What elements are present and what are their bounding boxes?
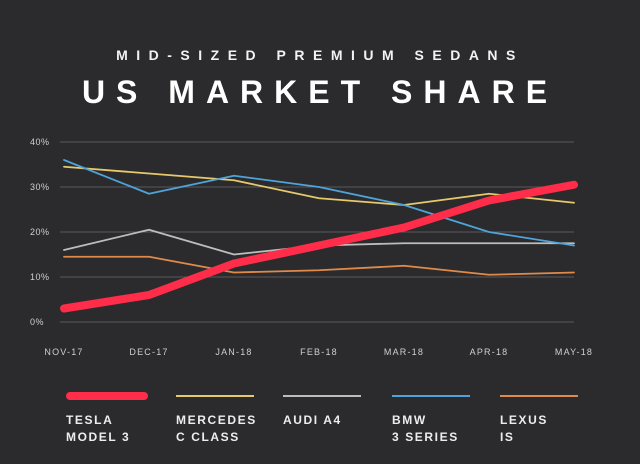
y-tick-label: 40% xyxy=(30,137,50,147)
legend-label-line: TESLA xyxy=(66,413,114,427)
y-tick-label: 30% xyxy=(30,182,50,192)
legend-label-line: MERCEDES xyxy=(176,413,257,427)
legend-label-line: AUDI A4 xyxy=(283,413,342,427)
legend-swatch-mercedes-c-class xyxy=(176,395,254,397)
y-axis: 0% 10% 20% 30% 40% xyxy=(30,137,50,327)
x-tick-label: DEC-17 xyxy=(129,347,168,357)
x-tick-label: MAY-18 xyxy=(555,347,593,357)
legend-label-audi-a4: AUDI A4 xyxy=(283,412,342,429)
legend-label-line: C CLASS xyxy=(176,430,240,444)
chart-title: US MARKET SHARE xyxy=(81,74,559,110)
gridlines xyxy=(60,141,574,323)
legend-label-line: BMW xyxy=(392,413,427,427)
legend-swatch-lexus-is xyxy=(500,395,578,397)
series-line-tesla-model-3 xyxy=(60,180,578,313)
y-tick-label: 10% xyxy=(30,272,50,282)
legend-label-lexus-is: LEXUS IS xyxy=(500,412,548,446)
legend-label-line: IS xyxy=(500,430,515,444)
legend-swatch-bmw-3-series xyxy=(392,395,470,397)
legend-swatch-tesla-model-3 xyxy=(66,392,148,400)
series-line-mercedes-c-class xyxy=(63,165,575,206)
x-tick-label: NOV-17 xyxy=(44,347,83,357)
x-tick-label: JAN-18 xyxy=(215,347,252,357)
y-tick-label: 20% xyxy=(30,227,50,237)
legend-label-line: MODEL 3 xyxy=(66,430,131,444)
x-tick-label: MAR-18 xyxy=(384,347,424,357)
legend-label-bmw-3-series: BMW 3 SERIES xyxy=(392,412,459,446)
legend-label-line: 3 SERIES xyxy=(392,430,459,444)
series-lines xyxy=(60,159,578,313)
series-line-bmw-3-series xyxy=(63,159,575,247)
legend-label-tesla-model-3: TESLA MODEL 3 xyxy=(66,412,130,446)
x-tick-label: FEB-18 xyxy=(300,347,338,357)
chart-subtitle: MID-SIZED PREMIUM SEDANS xyxy=(116,47,524,63)
legend-label-line: LEXUS xyxy=(500,413,549,427)
x-axis: NOV-17 DEC-17 JAN-18 FEB-18 MAR-18 APR-18 MAY-… xyxy=(44,347,593,357)
legend-swatch-audi-a4 xyxy=(283,395,361,397)
legend-label-mercedes-c-class: MERCEDES C CLASS xyxy=(176,412,257,446)
y-tick-label: 0% xyxy=(30,317,44,327)
series-line-lexus-is xyxy=(63,255,575,276)
x-tick-label: APR-18 xyxy=(470,347,509,357)
